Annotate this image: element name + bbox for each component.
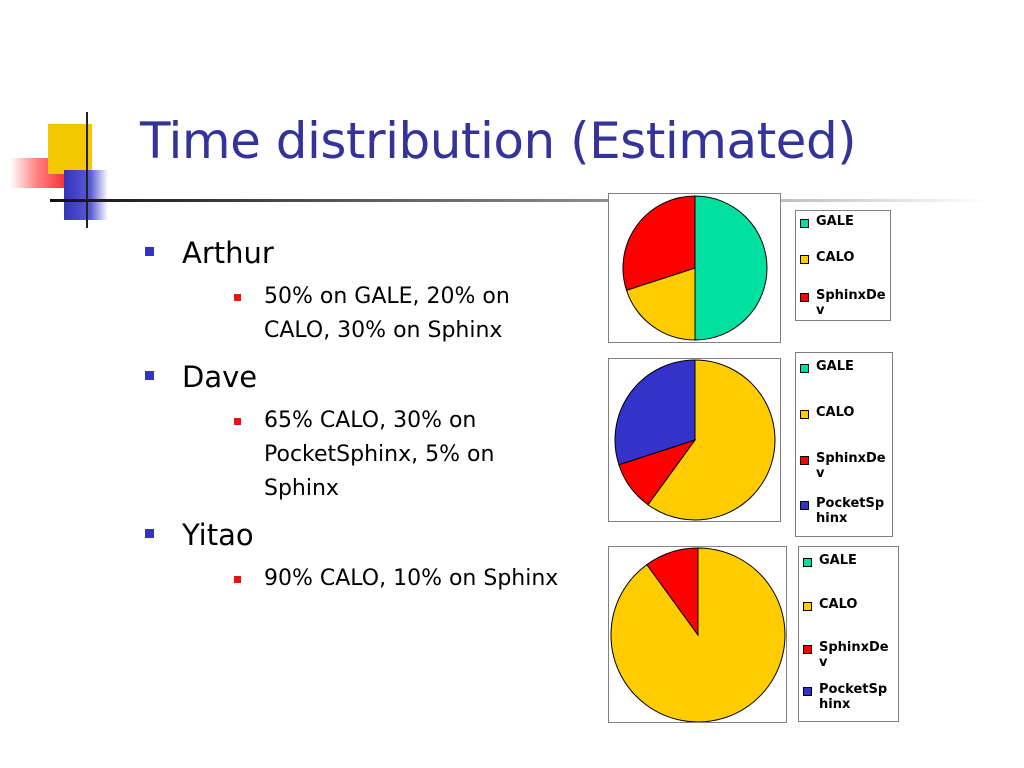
legend-swatch-icon	[800, 255, 809, 264]
title-decoration-vertical-line	[86, 112, 88, 228]
pie-slice-calo	[625, 267, 696, 341]
bullet-item-yitao: Yitao 90% CALO, 10% on Sphinx	[145, 516, 565, 596]
person-name: Yitao	[182, 518, 254, 552]
bullet-square-icon	[145, 529, 154, 538]
pie-slice-gale	[694, 195, 768, 341]
bullet-square-icon	[145, 247, 154, 256]
legend-label: SphinxDev	[816, 451, 886, 481]
legend-swatch-icon	[803, 558, 812, 567]
pie-chart-yitao	[608, 546, 787, 723]
legend-label: PocketSphinx	[819, 682, 888, 712]
legend-swatch-icon	[803, 602, 812, 611]
legend-swatch-icon	[800, 364, 809, 373]
slide-title: Time distribution (Estimated)	[140, 112, 857, 170]
sub-bullet-text: 65% CALO, 30% on PocketSphinx, 5% on Sph…	[264, 408, 495, 501]
legend-label: CALO	[819, 597, 858, 612]
legend-swatch-icon	[800, 293, 809, 302]
legend-swatch-icon	[800, 219, 809, 228]
person-name: Arthur	[182, 236, 274, 270]
legend-arthur: GALE CALO SphinxDev	[795, 210, 891, 321]
legend-dave: GALE CALO SphinxDev PocketSphinx	[795, 352, 893, 537]
bullet-square-icon	[145, 371, 154, 380]
sub-bullet-square-icon	[234, 294, 241, 301]
legend-swatch-icon	[800, 410, 809, 419]
legend-swatch-icon	[803, 645, 812, 654]
legend-label: SphinxDev	[816, 288, 886, 318]
sub-bullet-text: 90% CALO, 10% on Sphinx	[264, 566, 559, 591]
sub-bullet: 65% CALO, 30% on PocketSphinx, 5% on Sph…	[182, 404, 565, 506]
legend-label: CALO	[816, 250, 855, 265]
legend-label: GALE	[816, 214, 854, 229]
legend-swatch-icon	[800, 456, 809, 465]
sub-bullet: 50% on GALE, 20% on CALO, 30% on Sphinx	[182, 280, 565, 348]
legend-yitao: GALE CALO SphinxDev PocketSphinx	[798, 546, 899, 722]
pie-slice-sphinxdev	[646, 547, 699, 637]
person-name: Dave	[182, 360, 258, 394]
sub-bullet-square-icon	[234, 418, 241, 425]
pie-slice-calo	[647, 359, 776, 521]
legend-label: SphinxDev	[819, 640, 889, 670]
legend-label: GALE	[819, 553, 857, 568]
title-underline	[50, 199, 990, 202]
sub-bullet: 90% CALO, 10% on Sphinx	[182, 562, 565, 596]
legend-swatch-icon	[803, 687, 812, 696]
legend-swatch-icon	[800, 501, 809, 510]
legend-label: GALE	[816, 359, 854, 374]
title-decoration-yellow	[48, 124, 92, 174]
bullet-item-arthur: Arthur 50% on GALE, 20% on CALO, 30% on …	[145, 234, 565, 348]
legend-label: CALO	[816, 405, 855, 420]
pie-chart-dave	[608, 358, 781, 522]
sub-bullet-text: 50% on GALE, 20% on CALO, 30% on Sphinx	[264, 284, 510, 343]
pie-slice-sphinxdev	[622, 195, 696, 291]
bullet-list: Arthur 50% on GALE, 20% on CALO, 30% on …	[145, 234, 565, 606]
pie-slice-pocketsphinx	[614, 359, 696, 466]
bullet-item-dave: Dave 65% CALO, 30% on PocketSphinx, 5% o…	[145, 358, 565, 506]
legend-label: PocketSphinx	[816, 496, 885, 526]
sub-bullet-square-icon	[234, 576, 241, 583]
pie-chart-arthur	[608, 193, 781, 343]
